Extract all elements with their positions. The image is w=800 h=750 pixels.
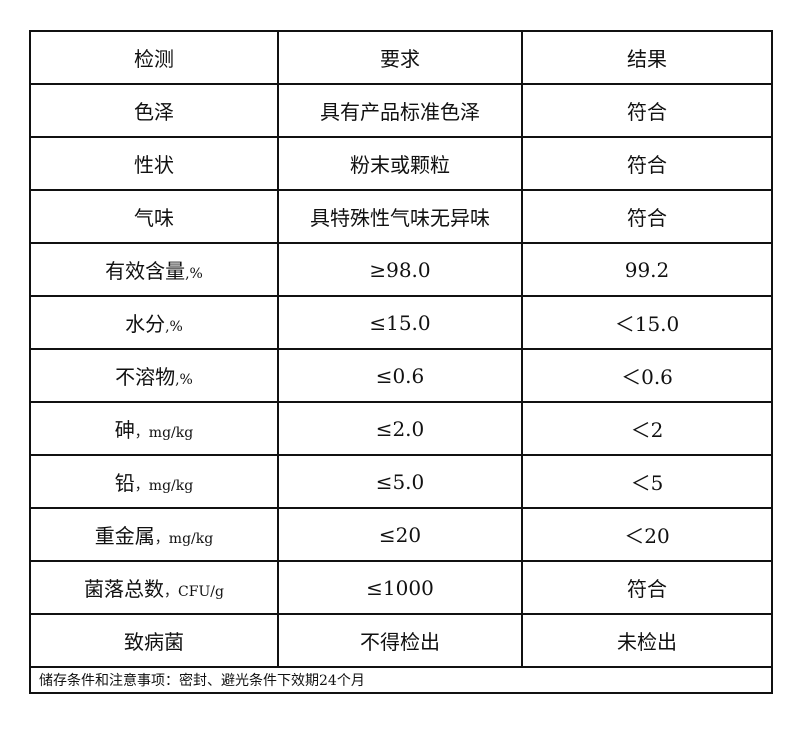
inspection-table: 检测 要求 结果 色泽 具有产品标准色泽 符合 性状 粉末或颗粒 符合 气味 具特殊性气味无异… [29, 30, 773, 694]
result-cell: ＜5 [521, 454, 773, 509]
item-cell: 致病菌 [29, 613, 279, 668]
item-cell: 重金属，mg/kg [29, 507, 279, 562]
item-name: 致病菌 [124, 630, 184, 654]
requirement-cell: ≤15.0 [277, 295, 523, 350]
item-name: 菌落总数 [84, 577, 165, 601]
item-cell: 气味 [29, 189, 279, 244]
requirement-cell: 粉末或颗粒 [277, 136, 523, 191]
item-cell: 菌落总数，CFU/g [29, 560, 279, 615]
requirement-cell: 不得检出 [277, 613, 523, 668]
result-cell: 符合 [521, 189, 773, 244]
table-row: 重金属，mg/kg ≤20 ＜20 [29, 507, 773, 562]
footer-row: 储存条件和注意事项：密封、避光条件下效期24个月 [29, 666, 773, 694]
item-name: 不溶物 [115, 365, 176, 389]
item-unit: ,% [165, 319, 183, 335]
requirement-cell: ≤1000 [277, 560, 523, 615]
item-unit: ，mg/kg [154, 531, 214, 547]
table-row: 性状 粉末或颗粒 符合 [29, 136, 773, 191]
result-cell: 符合 [521, 560, 773, 615]
requirement-cell: ≥98.0 [277, 242, 523, 297]
result-cell: 未检出 [521, 613, 773, 668]
result-cell: ＜20 [521, 507, 773, 562]
item-name: 水分 [125, 312, 166, 336]
result-cell: 符合 [521, 83, 773, 138]
table-row: 菌落总数，CFU/g ≤1000 符合 [29, 560, 773, 615]
item-cell: 不溶物,% [29, 348, 279, 403]
item-name: 砷 [114, 418, 135, 442]
result-cell: ＜0.6 [521, 348, 773, 403]
item-name: 有效含量 [105, 259, 186, 283]
requirement-cell: 具特殊性气味无异味 [277, 189, 523, 244]
item-name: 铅 [114, 471, 135, 495]
header-item: 检测 [29, 30, 279, 85]
item-cell: 有效含量,% [29, 242, 279, 297]
item-cell: 性状 [29, 136, 279, 191]
requirement-cell: ≤5.0 [277, 454, 523, 509]
table-row: 铅，mg/kg ≤5.0 ＜5 [29, 454, 773, 509]
result-cell: ＜2 [521, 401, 773, 456]
table-row: 水分,% ≤15.0 ＜15.0 [29, 295, 773, 350]
header-result: 结果 [521, 30, 773, 85]
header-requirement: 要求 [277, 30, 523, 85]
result-cell: 符合 [521, 136, 773, 191]
item-unit: ,% [185, 266, 203, 282]
requirement-cell: ≤0.6 [277, 348, 523, 403]
header-row: 检测 要求 结果 [29, 30, 773, 85]
item-cell: 砷，mg/kg [29, 401, 279, 456]
result-cell: 99.2 [521, 242, 773, 297]
table-row: 砷，mg/kg ≤2.0 ＜2 [29, 401, 773, 456]
table-row: 不溶物,% ≤0.6 ＜0.6 [29, 348, 773, 403]
item-cell: 色泽 [29, 83, 279, 138]
item-name: 色泽 [134, 100, 174, 124]
item-unit: ,% [175, 372, 193, 388]
result-cell: ＜15.0 [521, 295, 773, 350]
table-row: 色泽 具有产品标准色泽 符合 [29, 83, 773, 138]
requirement-cell: ≤20 [277, 507, 523, 562]
item-name: 重金属 [94, 524, 155, 548]
item-unit: ，mg/kg [134, 425, 194, 441]
item-unit: ，mg/kg [134, 478, 194, 494]
item-name: 性状 [134, 153, 174, 177]
storage-note: 储存条件和注意事项：密封、避光条件下效期24个月 [29, 666, 773, 694]
item-name: 气味 [134, 206, 174, 230]
requirement-cell: 具有产品标准色泽 [277, 83, 523, 138]
requirement-cell: ≤2.0 [277, 401, 523, 456]
item-unit: ，CFU/g [164, 584, 224, 600]
table-row: 致病菌 不得检出 未检出 [29, 613, 773, 668]
item-cell: 水分,% [29, 295, 279, 350]
item-cell: 铅，mg/kg [29, 454, 279, 509]
table-row: 有效含量,% ≥98.0 99.2 [29, 242, 773, 297]
table-row: 气味 具特殊性气味无异味 符合 [29, 189, 773, 244]
